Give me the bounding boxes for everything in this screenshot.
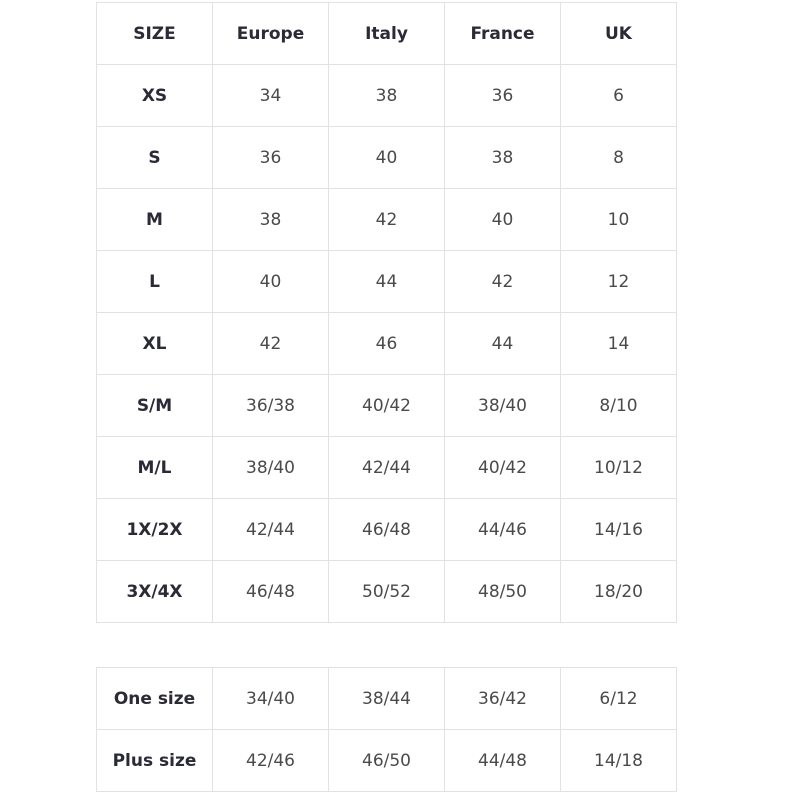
size-value-cell: 36 (444, 64, 561, 127)
size-value-cell: 10/12 (560, 436, 677, 499)
size-value-cell: 46/48 (328, 498, 445, 561)
table-row: XL 42 46 44 14 (96, 312, 677, 375)
column-header: Europe (212, 2, 329, 65)
table-row: M 38 42 40 10 (96, 188, 677, 251)
size-label-cell: M (96, 188, 213, 251)
size-value-cell: 48/50 (444, 560, 561, 623)
size-value-cell: 44 (328, 250, 445, 313)
size-label-cell: XS (96, 64, 213, 127)
size-value-cell: 12 (560, 250, 677, 313)
size-label-cell: 3X/4X (96, 560, 213, 623)
column-header: SIZE (96, 2, 213, 65)
size-value-cell: 46/50 (328, 729, 445, 792)
table-row: 3X/4X 46/48 50/52 48/50 18/20 (96, 560, 677, 623)
size-value-cell: 42/46 (212, 729, 329, 792)
size-value-cell: 38/44 (328, 667, 445, 730)
size-value-cell: 42 (444, 250, 561, 313)
table-row: M/L 38/40 42/44 40/42 10/12 (96, 436, 677, 499)
size-label-cell: XL (96, 312, 213, 375)
table-row: S 36 40 38 8 (96, 126, 677, 189)
size-value-cell: 42/44 (328, 436, 445, 499)
size-value-cell: 14/16 (560, 498, 677, 561)
table-row: S/M 36/38 40/42 38/40 8/10 (96, 374, 677, 437)
size-value-cell: 46 (328, 312, 445, 375)
size-value-cell: 6/12 (560, 667, 677, 730)
column-header: France (444, 2, 561, 65)
size-value-cell: 14/18 (560, 729, 677, 792)
size-value-cell: 44/46 (444, 498, 561, 561)
size-value-cell: 8/10 (560, 374, 677, 437)
size-label-cell: L (96, 250, 213, 313)
size-value-cell: 40 (212, 250, 329, 313)
table-row: Plus size 42/46 46/50 44/48 14/18 (96, 729, 677, 792)
size-label-cell: Plus size (96, 729, 213, 792)
size-value-cell: 44 (444, 312, 561, 375)
size-value-cell: 38/40 (444, 374, 561, 437)
size-value-cell: 10 (560, 188, 677, 251)
special-size-table: One size 34/40 38/44 36/42 6/12 Plus size 42/4… (96, 667, 677, 792)
table-row: L 40 44 42 12 (96, 250, 677, 313)
table-row: One size 34/40 38/44 36/42 6/12 (96, 667, 677, 730)
size-value-cell: 14 (560, 312, 677, 375)
header-row: SIZE Europe Italy France UK (96, 2, 677, 65)
size-value-cell: 40 (444, 188, 561, 251)
size-label-cell: One size (96, 667, 213, 730)
size-value-cell: 18/20 (560, 560, 677, 623)
size-label-cell: S/M (96, 374, 213, 437)
size-value-cell: 44/48 (444, 729, 561, 792)
size-value-cell: 42 (328, 188, 445, 251)
size-value-cell: 38 (212, 188, 329, 251)
size-value-cell: 36/42 (444, 667, 561, 730)
size-value-cell: 42/44 (212, 498, 329, 561)
size-label-cell: 1X/2X (96, 498, 213, 561)
size-value-cell: 40 (328, 126, 445, 189)
size-label-cell: M/L (96, 436, 213, 499)
size-value-cell: 46/48 (212, 560, 329, 623)
size-value-cell: 38/40 (212, 436, 329, 499)
size-value-cell: 42 (212, 312, 329, 375)
table-row: 1X/2X 42/44 46/48 44/46 14/16 (96, 498, 677, 561)
size-value-cell: 40/42 (328, 374, 445, 437)
column-header: Italy (328, 2, 445, 65)
size-value-cell: 34/40 (212, 667, 329, 730)
size-label-cell: S (96, 126, 213, 189)
size-value-cell: 8 (560, 126, 677, 189)
table-row: XS 34 38 36 6 (96, 64, 677, 127)
size-value-cell: 36 (212, 126, 329, 189)
size-value-cell: 34 (212, 64, 329, 127)
size-value-cell: 6 (560, 64, 677, 127)
size-value-cell: 38 (444, 126, 561, 189)
size-conversion-table: SIZE Europe Italy France UK XS 34 38 36 6 S 36 40 38 8… (96, 2, 677, 623)
size-value-cell: 36/38 (212, 374, 329, 437)
column-header: UK (560, 2, 677, 65)
size-value-cell: 40/42 (444, 436, 561, 499)
size-value-cell: 38 (328, 64, 445, 127)
size-value-cell: 50/52 (328, 560, 445, 623)
